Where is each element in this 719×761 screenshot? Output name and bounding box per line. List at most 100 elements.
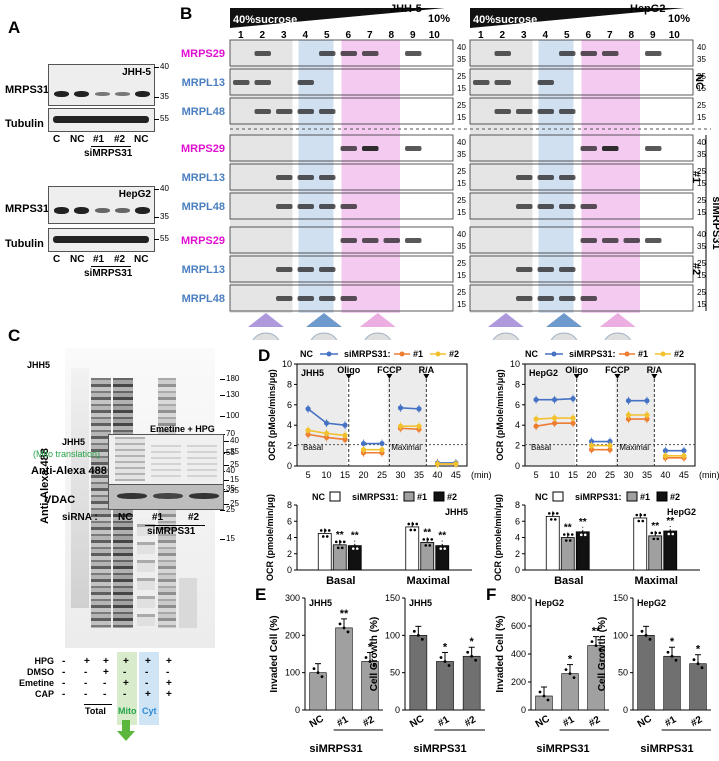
c-cell-label: JHH5 xyxy=(27,360,51,370)
blot-band xyxy=(362,51,379,56)
data-point xyxy=(625,416,632,422)
blot-band xyxy=(340,204,357,209)
blot-strip xyxy=(469,192,694,220)
replicate-dot xyxy=(353,541,357,544)
blot-band xyxy=(362,146,379,151)
a-group-label: siMRPS31 xyxy=(84,268,133,279)
c-sub-row-vdac: VDAC xyxy=(44,494,76,506)
blot-band xyxy=(559,267,576,272)
a-lane: #1 xyxy=(93,254,105,265)
data-point xyxy=(434,461,441,467)
significance-stars: ** xyxy=(579,517,587,528)
fraction-number: 1 xyxy=(238,30,244,41)
blot-band xyxy=(559,51,576,56)
c-sub-mw: 25 xyxy=(224,460,239,469)
c-sub-mw: 15 xyxy=(224,475,239,484)
bar xyxy=(535,695,553,711)
bar xyxy=(545,515,560,571)
x-tick-label: 15 xyxy=(340,470,350,480)
a-blot-jhh5-tubulin xyxy=(48,108,155,132)
replicate-dot xyxy=(637,519,641,523)
mw-marker: 25 xyxy=(457,72,466,81)
blot-band xyxy=(297,296,314,301)
c-sub-blot-vdac xyxy=(108,484,224,510)
y-tick-label: 8 xyxy=(515,500,520,510)
mw-marker: 15 xyxy=(697,84,706,93)
series-line xyxy=(400,407,420,410)
replicate-dot xyxy=(349,541,353,544)
c-group-mito: Mito xyxy=(118,706,137,716)
bar xyxy=(420,541,435,571)
mw-marker: 15 xyxy=(697,271,706,280)
bar xyxy=(689,663,707,711)
replicate-dot xyxy=(338,540,342,544)
injection-arrow-icon xyxy=(345,374,352,379)
legend-label: #2 xyxy=(674,349,684,359)
legend-label: #1 xyxy=(413,349,423,359)
c-sub-mw: 40 xyxy=(224,436,239,445)
x-tick-label: 30 xyxy=(623,470,633,480)
x-tick-label: #1 xyxy=(561,714,577,729)
blot-band xyxy=(516,175,533,180)
legend-swatch xyxy=(435,351,441,357)
mw-marker: 35 xyxy=(457,55,466,64)
x-tick-label: Maximal xyxy=(407,575,450,587)
y-tick-label: 0 xyxy=(395,705,400,715)
gradient-top-label: 40%sucrose xyxy=(233,14,297,26)
blot-band xyxy=(340,51,357,56)
data-point xyxy=(305,427,311,433)
replicate-dot xyxy=(422,538,426,541)
fraction-number: 6 xyxy=(345,30,351,41)
mw-marker: 25 xyxy=(697,167,706,176)
c-sub-lane: NC xyxy=(118,512,133,523)
y-tick-label: 600 xyxy=(511,621,526,631)
replicate-dot xyxy=(547,512,551,515)
x-tick-label: Basal xyxy=(326,575,355,587)
c-mw: 25 xyxy=(220,505,235,514)
injection-arrow-icon xyxy=(573,374,580,379)
mw-marker: 35 xyxy=(457,150,466,159)
blot-band xyxy=(276,267,293,272)
c-treatment-mark: + xyxy=(84,656,90,667)
mw-marker: 40 xyxy=(697,230,706,239)
fraction-number: 10 xyxy=(429,30,441,41)
injection-label: R/A xyxy=(419,365,435,375)
injection-arrow-icon xyxy=(614,374,621,379)
bar xyxy=(309,672,327,711)
legend-label: #2 xyxy=(447,492,457,502)
replicate-dot xyxy=(323,529,327,532)
data-point xyxy=(625,412,632,418)
replicate-dot xyxy=(572,676,576,679)
panel-a: MRPS31 Tubulin JHH-5 40 35 55 C NC #1 #2… xyxy=(0,40,175,280)
protein-label: MRPL48 xyxy=(182,201,225,213)
x-tick-label: 40 xyxy=(660,470,670,480)
phase-label: Maximal xyxy=(619,443,649,452)
replicate-dot xyxy=(447,664,451,667)
data-point xyxy=(323,434,330,441)
a-group-label: siMRPS31 xyxy=(84,148,133,159)
blot-band xyxy=(340,296,357,301)
replicate-dot xyxy=(412,629,416,633)
bar xyxy=(436,661,454,711)
fraction-highlight xyxy=(341,40,400,313)
protein-label: MRPL13 xyxy=(182,77,225,89)
data-point xyxy=(416,423,422,429)
mw-marker: 15 xyxy=(697,300,706,309)
fraction-number: 5 xyxy=(324,30,330,41)
mw-marker: 25 xyxy=(457,101,466,110)
group-label: siMRPS31 xyxy=(309,743,362,755)
a-blot-hepg2-mrps31: HepG2 xyxy=(48,186,155,224)
blot-band xyxy=(580,146,597,151)
x-tick-label: #2 xyxy=(361,714,377,729)
blot-band xyxy=(580,238,597,243)
replicate-dot xyxy=(570,533,574,536)
a-mw: 35 xyxy=(154,212,169,221)
replicate-dot xyxy=(443,660,447,663)
bar xyxy=(317,533,332,571)
a-mw: 40 xyxy=(154,62,169,71)
fraction-number: 4 xyxy=(542,30,548,41)
mw-marker: 25 xyxy=(457,259,466,268)
y-tick-label: 200 xyxy=(511,677,526,687)
c-treatment-table: HPG - + + + + + DMSO - - + - - - Emetine - - - + - + CAP - - - - +… xyxy=(0,656,258,726)
protein-label: MRPS29 xyxy=(181,143,225,155)
